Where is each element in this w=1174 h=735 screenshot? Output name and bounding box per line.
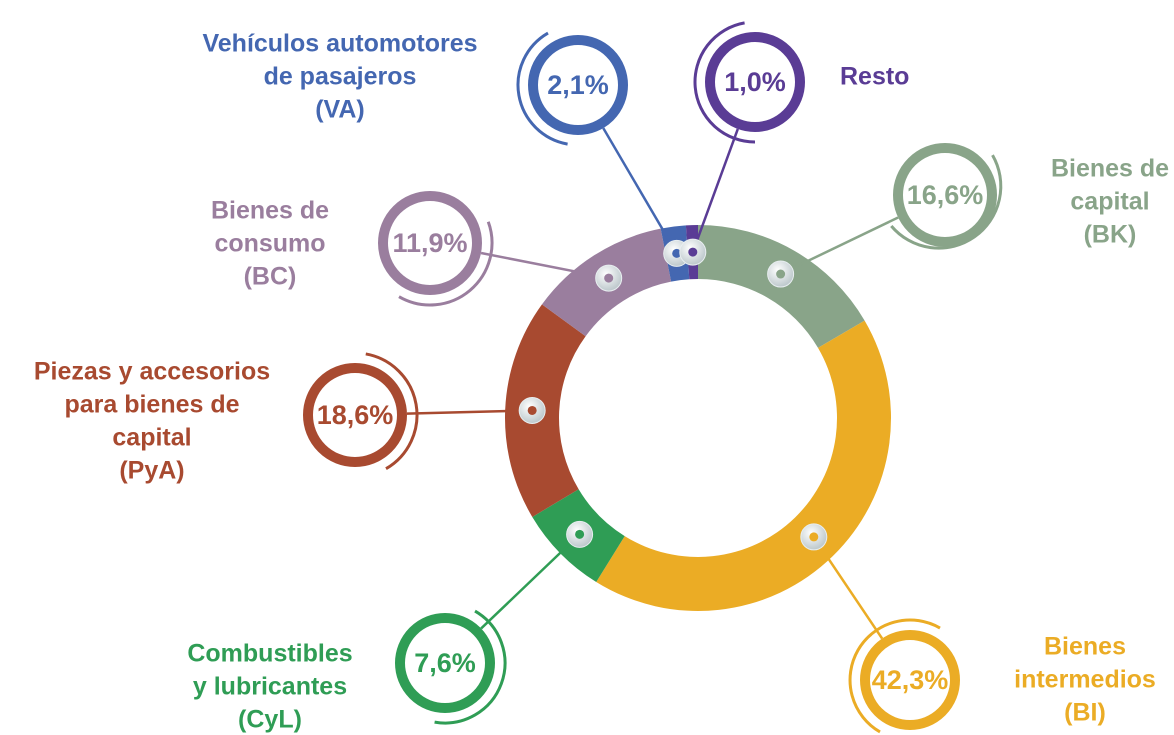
slice-dot-center (809, 532, 819, 542)
category-label: Bienes de (211, 197, 329, 225)
value-label: 1,0% (724, 67, 786, 97)
category-label: y lubricantes (193, 673, 347, 701)
callout-arc (434, 609, 507, 725)
value-label: 2,1% (547, 70, 609, 100)
value-label: 42,3% (872, 665, 949, 695)
leader-line (480, 251, 609, 280)
category-label: de pasajeros (264, 63, 417, 91)
category-label: consumo (214, 230, 325, 258)
category-label: (VA) (315, 96, 365, 124)
callout-ring (378, 191, 482, 295)
category-label: capital (1070, 188, 1149, 216)
category-label: Bienes de (1051, 155, 1169, 183)
callout-arc (365, 352, 419, 470)
value-label: 11,9% (392, 228, 467, 258)
category-label: Bienes (1044, 633, 1126, 661)
slice-dot-center (604, 273, 614, 283)
leader-line (406, 409, 533, 415)
category-label: Piezas y accesorios (34, 358, 270, 386)
value-label: 16,6% (907, 180, 984, 210)
slice-dot-center (688, 247, 698, 257)
category-label: (BK) (1084, 221, 1137, 249)
value-label: 18,6% (317, 400, 394, 430)
category-label: Combustibles (187, 640, 352, 668)
leader-line (780, 216, 899, 276)
slice-dot-center (527, 405, 537, 415)
value-label: 7,6% (414, 648, 476, 678)
callout-ring (303, 363, 407, 467)
leader-line (691, 128, 739, 253)
slice-dot-center (776, 269, 786, 279)
leader-line (480, 533, 581, 630)
callout-ring (528, 35, 628, 135)
callout-ring (860, 630, 960, 730)
callout-arc (693, 21, 756, 144)
leader-line (812, 536, 884, 640)
category-label: capital (112, 424, 191, 452)
callout-arc (848, 618, 941, 734)
callout-ring (705, 32, 805, 132)
category-label: (BC) (244, 263, 297, 291)
category-label: intermedios (1014, 666, 1156, 694)
callout-arc (516, 31, 568, 146)
callout-arc (398, 221, 494, 307)
category-label: Vehículos automotores (202, 30, 477, 58)
slice-dot-center (575, 529, 585, 539)
category-label: (PyA) (119, 457, 184, 485)
callout-ring (893, 143, 997, 247)
donut-slice (596, 320, 891, 611)
category-label: para bienes de (64, 391, 239, 419)
category-label: (BI) (1064, 699, 1106, 727)
category-label: (CyL) (238, 706, 302, 734)
slice-dot-center (672, 248, 682, 258)
leader-line (602, 127, 678, 255)
category-label: Resto (840, 63, 909, 91)
callout-ring (395, 613, 495, 713)
